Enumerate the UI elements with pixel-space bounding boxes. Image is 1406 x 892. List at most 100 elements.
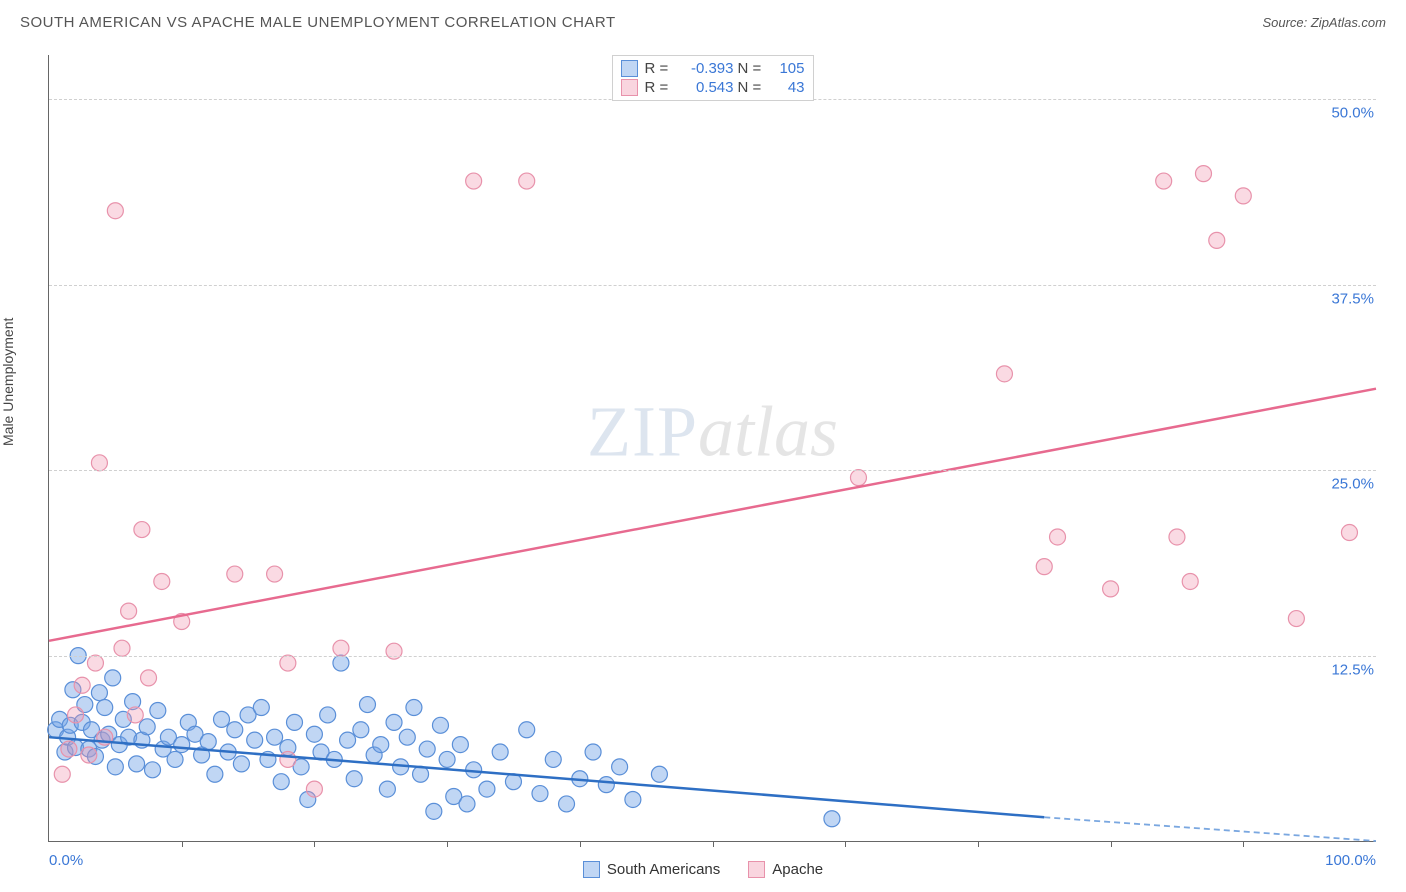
plot-area: ZIPatlas R = -0.393 N = 105 R = 0.543 N …	[48, 55, 1376, 842]
data-point	[107, 203, 123, 219]
data-point	[439, 751, 455, 767]
data-point	[532, 786, 548, 802]
data-point	[432, 717, 448, 733]
data-point	[459, 796, 475, 812]
data-point	[306, 781, 322, 797]
data-point	[129, 756, 145, 772]
data-point	[174, 737, 190, 753]
stats-r-value-1: -0.393	[679, 60, 734, 77]
legend-swatch-blue-icon	[583, 861, 600, 878]
data-point	[74, 677, 90, 693]
data-point	[850, 470, 866, 486]
stats-legend-box: R = -0.393 N = 105 R = 0.543 N = 43	[612, 55, 814, 101]
data-point	[286, 714, 302, 730]
x-tick-mark	[845, 841, 846, 847]
data-point	[1169, 529, 1185, 545]
data-point	[267, 566, 283, 582]
data-point	[492, 744, 508, 760]
stats-n-value-1: 105	[770, 60, 805, 77]
swatch-pink-icon	[621, 79, 638, 96]
data-point	[227, 722, 243, 738]
x-tick-mark	[1111, 841, 1112, 847]
data-point	[81, 747, 97, 763]
stats-r-label: R =	[645, 60, 675, 77]
data-point	[280, 655, 296, 671]
stats-n-value-2: 43	[770, 79, 805, 96]
legend-item-2: Apache	[748, 861, 823, 878]
data-point	[134, 522, 150, 538]
data-point	[452, 737, 468, 753]
data-point	[273, 774, 289, 790]
y-tick-label: 50.0%	[1327, 105, 1378, 122]
source-label: Source:	[1262, 15, 1310, 30]
data-point	[333, 640, 349, 656]
data-point	[306, 726, 322, 742]
data-point	[253, 700, 269, 716]
source-attribution: Source: ZipAtlas.com	[1262, 15, 1386, 30]
data-point	[107, 759, 123, 775]
plot-container: ZIPatlas R = -0.393 N = 105 R = 0.543 N …	[48, 55, 1376, 842]
data-point	[207, 766, 223, 782]
data-point	[559, 796, 575, 812]
legend-item-1: South Americans	[583, 861, 720, 878]
data-point	[399, 729, 415, 745]
data-point	[1036, 559, 1052, 575]
stats-n-label: N =	[738, 60, 766, 77]
data-point	[1209, 232, 1225, 248]
legend-label-2: Apache	[772, 861, 823, 878]
chart-title: SOUTH AMERICAN VS APACHE MALE UNEMPLOYME…	[20, 14, 616, 31]
data-point	[150, 702, 166, 718]
data-point	[1182, 573, 1198, 589]
legend-label-1: South Americans	[607, 861, 720, 878]
x-tick-mark	[978, 841, 979, 847]
stats-r-label-2: R =	[645, 79, 675, 96]
data-point	[54, 766, 70, 782]
data-point	[824, 811, 840, 827]
data-point	[625, 791, 641, 807]
data-point	[353, 722, 369, 738]
data-point	[419, 741, 435, 757]
y-axis-label: Male Unemployment	[0, 318, 16, 446]
x-tick-mark	[713, 841, 714, 847]
data-point	[68, 707, 84, 723]
data-point	[141, 670, 157, 686]
data-point	[651, 766, 667, 782]
trend-line	[49, 737, 1044, 817]
data-point	[373, 737, 389, 753]
gridline-h	[49, 656, 1376, 657]
data-point	[519, 722, 535, 738]
data-point	[121, 603, 137, 619]
data-point	[145, 762, 161, 778]
data-point	[1235, 188, 1251, 204]
data-point	[91, 455, 107, 471]
data-point	[1341, 525, 1357, 541]
data-point	[91, 685, 107, 701]
source-link[interactable]: ZipAtlas.com	[1311, 15, 1386, 30]
data-point	[466, 173, 482, 189]
data-point	[996, 366, 1012, 382]
data-point	[247, 732, 263, 748]
data-point	[127, 707, 143, 723]
bottom-legend: South Americans Apache	[0, 861, 1406, 878]
data-point	[267, 729, 283, 745]
data-point	[426, 803, 442, 819]
data-point	[280, 751, 296, 767]
x-tick-mark	[580, 841, 581, 847]
data-point	[1156, 173, 1172, 189]
chart-header: SOUTH AMERICAN VS APACHE MALE UNEMPLOYME…	[0, 0, 1406, 41]
swatch-blue-icon	[621, 60, 638, 77]
gridline-h	[49, 285, 1376, 286]
x-tick-mark	[314, 841, 315, 847]
data-point	[585, 744, 601, 760]
data-point	[612, 759, 628, 775]
data-point	[1050, 529, 1066, 545]
stats-n-label-2: N =	[738, 79, 766, 96]
data-point	[545, 751, 561, 767]
data-point	[598, 777, 614, 793]
stats-r-value-2: 0.543	[679, 79, 734, 96]
data-point	[87, 655, 103, 671]
data-point	[406, 700, 422, 716]
data-point	[386, 714, 402, 730]
gridline-h	[49, 470, 1376, 471]
data-point	[114, 640, 130, 656]
